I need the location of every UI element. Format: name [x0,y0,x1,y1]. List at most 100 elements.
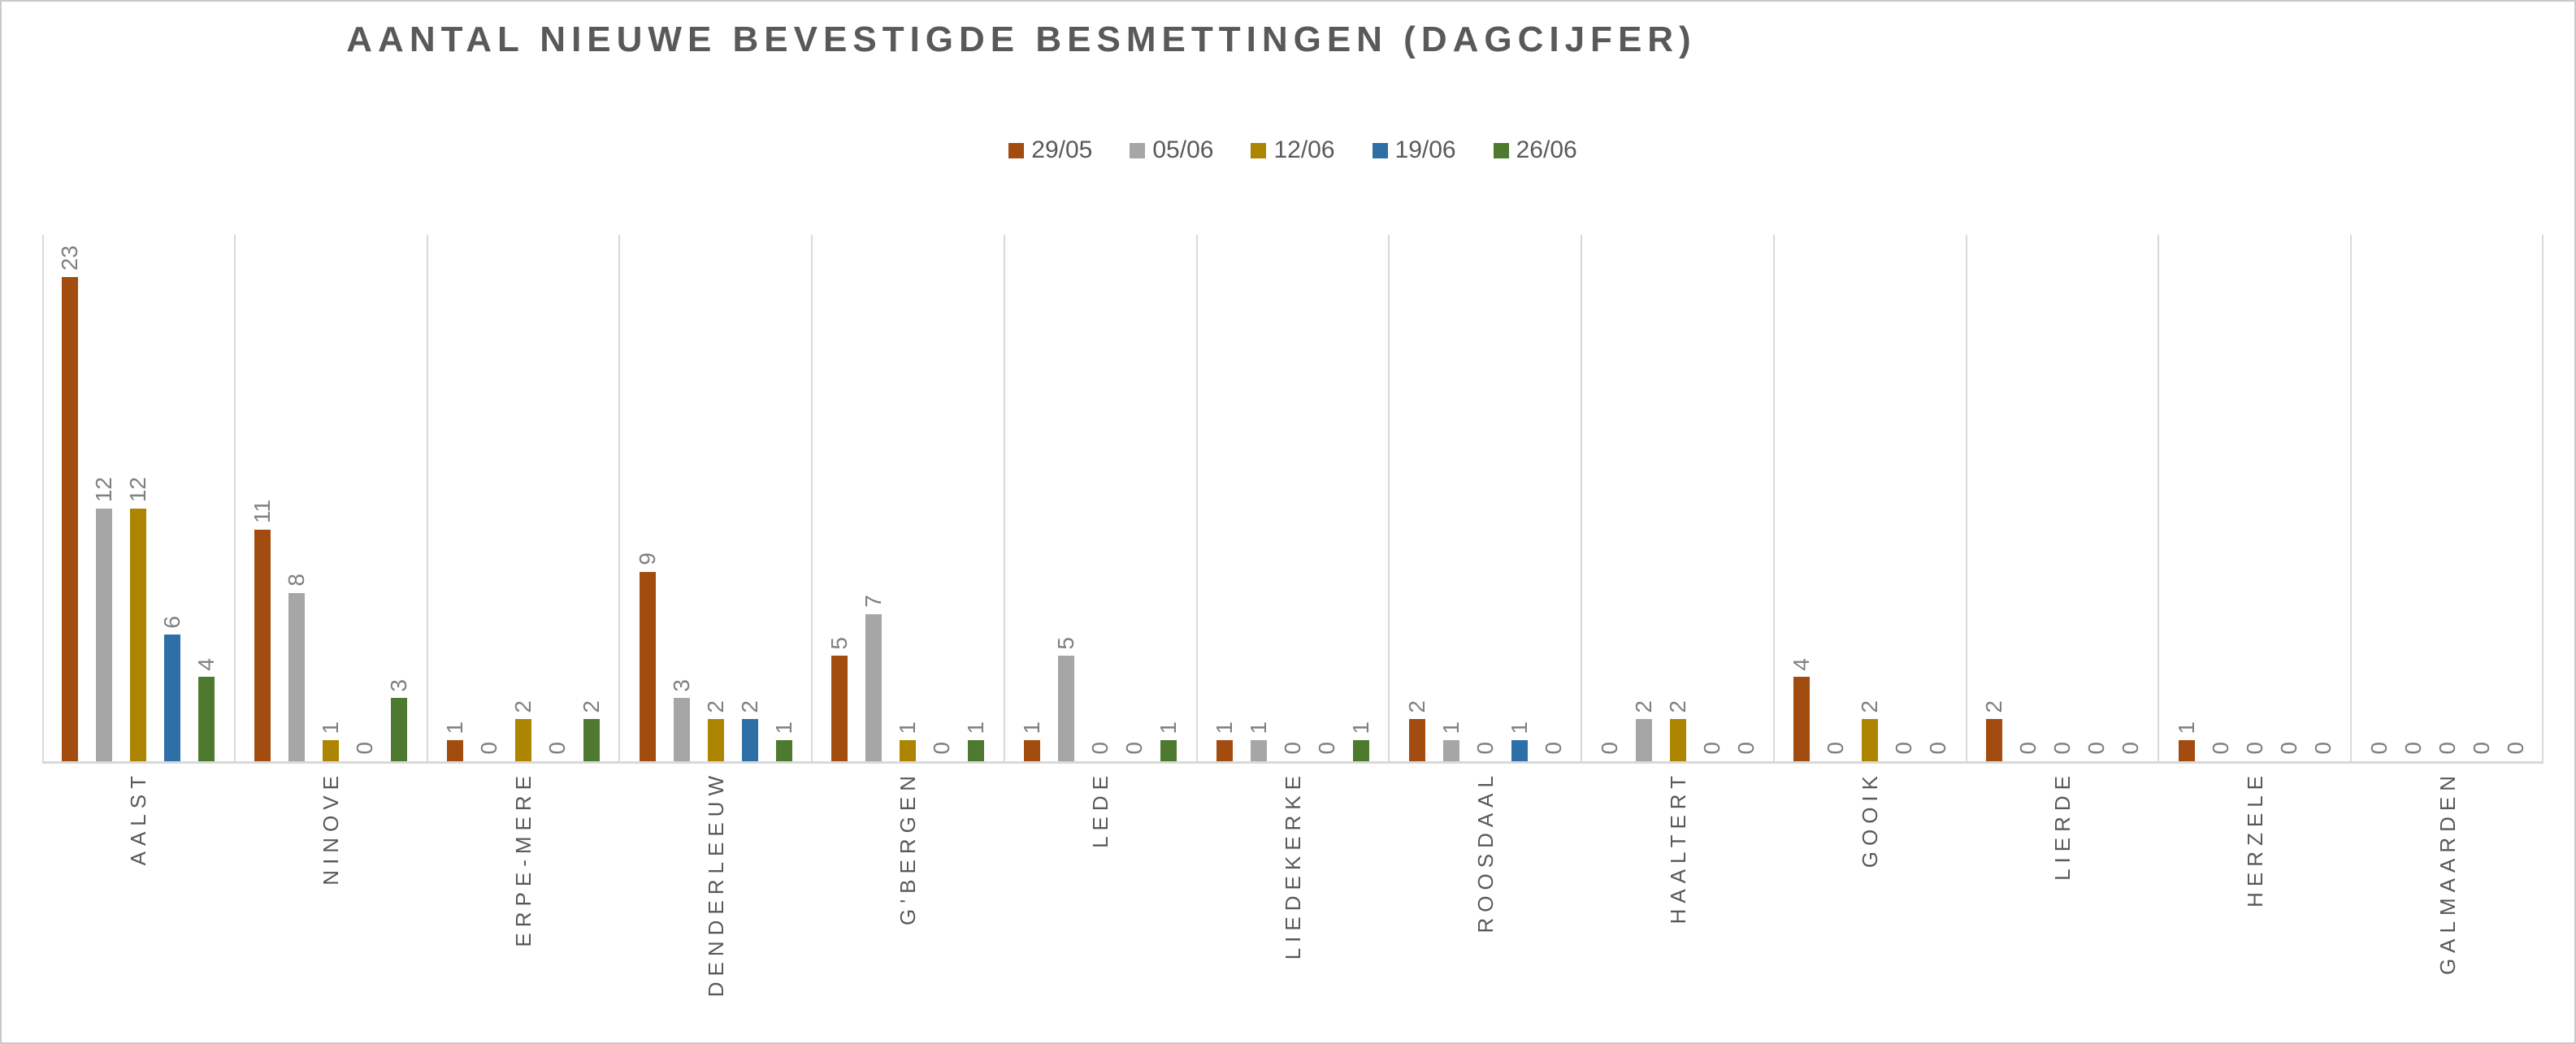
legend-swatch-icon [1251,142,1267,158]
bar-column: 0 [352,235,378,761]
bar-column: 0 [2502,235,2528,761]
legend: 29/05 05/06 12/06 19/06 26/06 [42,138,2543,162]
bar-value-label: 0 [1540,742,1566,755]
bar-12-06-haaltert [1669,719,1686,761]
bar-12-06-gooik [1862,719,1879,761]
category-label-cell: DENDERLEEUW [619,770,812,1038]
bar-value-label: 0 [544,742,570,755]
bar-05-06-liedekerke [1250,740,1267,761]
bar-value-label: 1 [318,721,344,734]
bar-value-label: 0 [1925,742,1951,755]
category-label-cell: LIERDE [1967,770,2159,1038]
category-label-cell: GOOIK [1774,770,1967,1038]
bar-29-05-gooik [1793,677,1811,761]
bar-column: 0 [1472,235,1498,761]
bar-05-06-roosdaal [1442,740,1459,761]
bar-12-06-aalst [130,508,147,761]
gridline [1388,235,1390,761]
legend-label: 12/06 [1273,136,1335,163]
bar-value-label: 0 [929,742,955,755]
bar-column: 0 [2468,235,2494,761]
bar-value-label: 2 [736,700,762,713]
bar-value-label: 1 [895,721,921,734]
bar-value-label: 0 [2468,742,2494,755]
bar-value-label: 0 [2084,742,2110,755]
bar-column: 0 [1823,235,1849,761]
legend-label: 05/06 [1152,136,1214,163]
gridline [2542,235,2543,761]
category-label-cell: GALMAARDEN [2351,770,2543,1038]
bar-value-label: 12 [125,476,151,502]
bar-value-label: 1 [1156,721,1182,734]
bar-column: 6 [159,235,184,761]
bar-column: 0 [2242,235,2267,761]
bar-26-06-g-bergen [968,740,985,761]
bar-column: 0 [2310,235,2335,761]
bar-value-label: 2 [1630,700,1656,713]
bar-value-label: 1 [1347,721,1373,734]
gridline [42,235,44,761]
bar-column: 0 [2084,235,2110,761]
bar-column: 0 [1733,235,1759,761]
category-label-haaltert: HAALTERT [1665,770,1690,925]
bar-column: 23 [57,235,82,761]
bar-value-label: 2 [1664,700,1690,713]
bar-value-label: 0 [1891,742,1917,755]
bar-column: 8 [284,235,310,761]
bar-column: 0 [2400,235,2426,761]
category-label-cell: G'BERGEN [812,770,1004,1038]
bar-value-label: 0 [1087,742,1113,755]
bar-29-05-lede [1024,740,1041,761]
bar-column: 3 [386,235,411,761]
category-label-cell: LEDE [1004,770,1197,1038]
bar-value-label: 8 [284,574,310,587]
bar-column: 0 [2015,235,2040,761]
bar-column: 1 [895,235,921,761]
bar-29-05-liedekerke [1216,740,1233,761]
gridline [2158,235,2159,761]
bar-19-06-roosdaal [1511,740,1528,761]
bar-value-label: 2 [1981,700,2007,713]
bar-29-05-denderleeuw [639,571,656,761]
category-label-aalst: AALST [126,770,151,866]
bar-column: 12 [91,235,117,761]
legend-item-19-06: 19/06 [1372,138,1456,162]
bar-value-label: 1 [2173,721,2199,734]
bar-column: 1 [771,235,796,761]
bar-value-label: 0 [1121,742,1147,755]
bar-column: 0 [1540,235,1566,761]
bar-value-label: 12 [91,476,117,502]
gridline [618,235,620,761]
bar-column: 0 [2118,235,2144,761]
category-axis-labels: AALST NINOVE ERPE-MERE DENDERLEEUW G'BERGEN L… [42,770,2543,1038]
category-label-gooik: GOOIK [1858,770,1883,869]
bar-29-05-ninove [254,529,271,761]
bar-column: 2 [510,235,536,761]
bar-column: 2 [578,235,604,761]
bar-value-label: 0 [1823,742,1849,755]
bar-column: 12 [125,235,151,761]
bar-value-label: 0 [352,742,378,755]
bar-value-label: 1 [441,721,467,734]
bar-column: 0 [2435,235,2460,761]
gridline [1773,235,1775,761]
bar-column: 2 [1630,235,1656,761]
bar-value-label: 1 [1245,721,1271,734]
category-label-galmaarden: GALMAARDEN [2435,770,2460,976]
bar-column: 7 [861,235,887,761]
gridline [427,235,428,761]
bar-value-label: 2 [578,700,604,713]
bar-value-label: 7 [861,594,887,608]
x-axis-line [42,761,2543,764]
bar-column: 0 [2276,235,2301,761]
plot-area: 23 12 12 6 4 11 8 1 0 3 1 0 2 0 2 9 3 2 2 1 5 7 1 0 1 1 5 0 0 1 1 1 0 0 1 2… [42,235,2543,761]
bar-value-label: 0 [2118,742,2144,755]
bar-column: 3 [669,235,694,761]
bar-value-label: 2 [702,700,728,713]
bar-value-label: 0 [2502,742,2528,755]
